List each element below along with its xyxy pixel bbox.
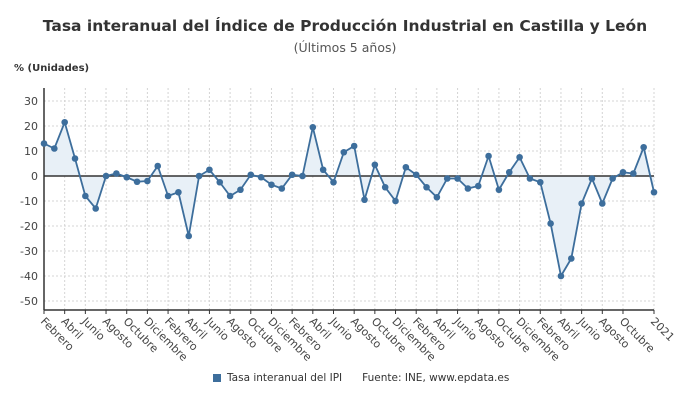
data-point <box>257 173 265 181</box>
data-point <box>102 172 110 180</box>
data-point <box>288 171 296 179</box>
data-point <box>381 183 389 191</box>
data-point <box>82 192 89 200</box>
y-tick-label: -20 <box>20 220 38 233</box>
y-tick-label: 10 <box>24 145 38 158</box>
data-point <box>40 140 48 147</box>
legend-label: Tasa interanual del IPI <box>227 372 343 384</box>
data-point <box>71 155 79 162</box>
data-point <box>557 272 565 280</box>
data-point <box>51 145 58 152</box>
data-point <box>133 178 141 186</box>
data-point <box>454 175 461 182</box>
data-point <box>175 188 182 196</box>
y-axis-label: % (Unidades) <box>14 63 90 74</box>
y-tick-label: 20 <box>24 120 38 133</box>
data-point <box>237 186 244 194</box>
y-tick-label: -10 <box>20 195 38 208</box>
data-point <box>474 182 482 190</box>
data-point <box>526 175 534 182</box>
data-point <box>495 186 503 194</box>
chart-subtitle: (Últimos 5 años) <box>293 40 397 55</box>
data-point <box>206 166 213 174</box>
data-point <box>536 178 544 186</box>
data-point <box>61 118 68 126</box>
data-point <box>588 175 596 182</box>
data-point <box>578 200 585 207</box>
data-point <box>547 220 554 227</box>
data-point <box>319 166 327 174</box>
data-point <box>164 192 172 200</box>
legend-swatch <box>213 374 221 382</box>
data-point <box>92 205 99 212</box>
data-point <box>505 168 513 176</box>
data-point <box>340 148 348 156</box>
data-point <box>154 162 162 170</box>
data-point <box>402 163 410 171</box>
data-point <box>371 161 379 169</box>
data-point <box>464 185 472 192</box>
y-tick-label: 0 <box>31 170 38 183</box>
data-point <box>247 171 255 179</box>
data-point <box>567 255 575 262</box>
data-point <box>299 172 306 180</box>
data-point <box>443 175 451 182</box>
data-point <box>433 193 441 201</box>
data-point <box>113 170 120 177</box>
data-point <box>516 153 523 161</box>
y-tick-label: -50 <box>20 295 38 308</box>
x-tick-label: 2021 <box>648 315 677 344</box>
data-point <box>185 232 193 240</box>
data-point <box>216 178 224 186</box>
data-point <box>609 175 616 182</box>
data-point <box>412 171 420 179</box>
data-point <box>123 173 131 181</box>
data-point <box>485 152 492 160</box>
source-note: Fuente: INE, www.epdata.es <box>362 372 510 384</box>
y-tick-label: -40 <box>20 270 38 283</box>
data-point <box>195 172 203 180</box>
y-tick-label: 30 <box>24 95 38 108</box>
data-point <box>619 168 627 176</box>
data-point <box>144 177 151 185</box>
data-point <box>640 143 647 151</box>
data-point <box>226 192 234 200</box>
data-point <box>423 183 430 191</box>
data-point <box>650 188 658 196</box>
data-point <box>268 181 275 189</box>
data-point <box>278 185 286 192</box>
data-point <box>330 178 337 186</box>
data-point <box>392 197 399 205</box>
chart-title: Tasa interanual del Índice de Producción… <box>42 17 648 35</box>
series-area <box>44 122 654 276</box>
data-point <box>350 142 358 150</box>
legend: Tasa interanual del IPI Fuente: INE, www… <box>213 372 509 384</box>
data-point <box>599 200 606 207</box>
data-point <box>630 170 637 177</box>
data-point <box>361 196 368 204</box>
y-tick-label: -30 <box>20 245 38 258</box>
data-point <box>309 123 317 131</box>
